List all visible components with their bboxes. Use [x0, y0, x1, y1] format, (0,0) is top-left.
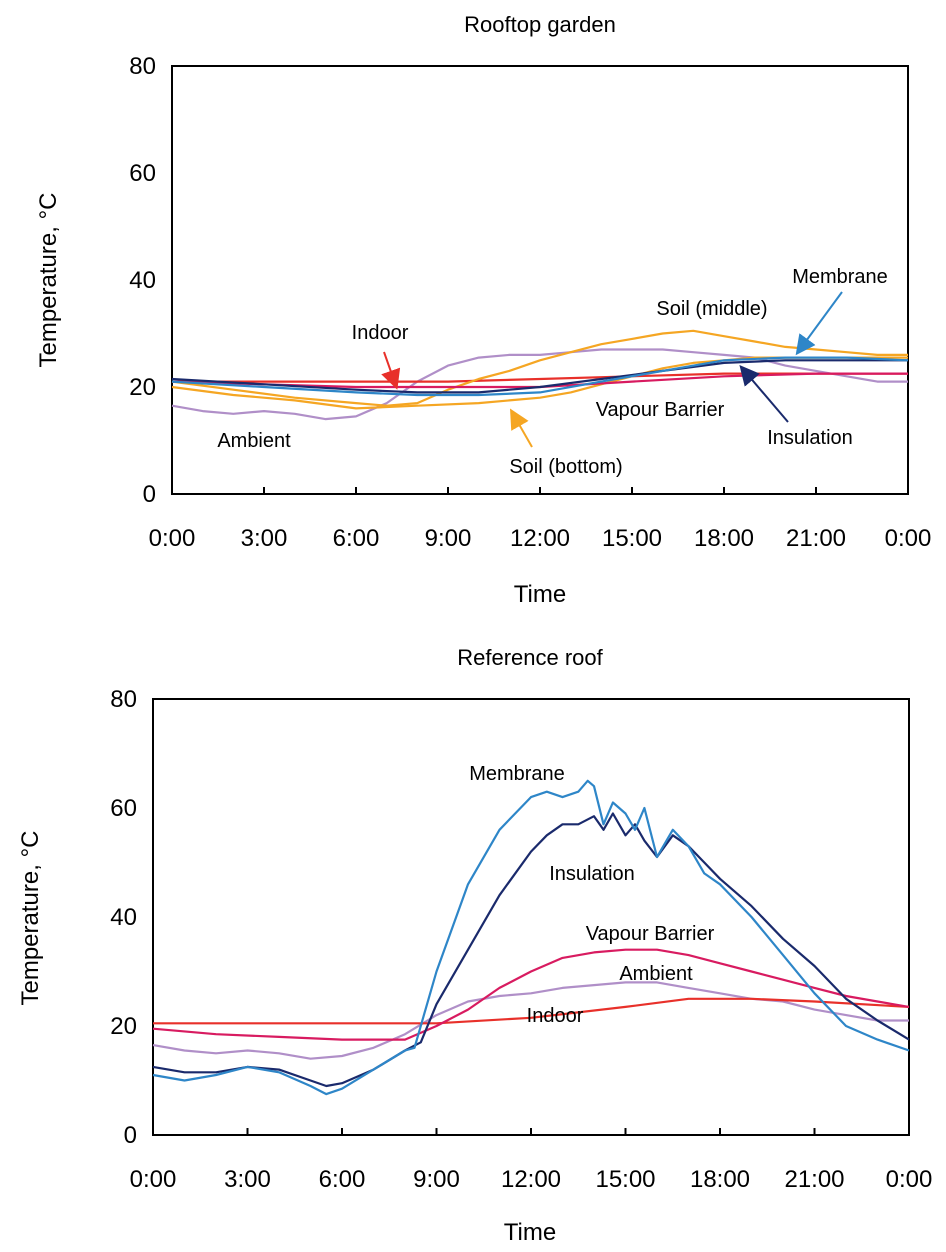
y-tick-label: 80 — [110, 686, 137, 713]
y-tick-label: 40 — [110, 904, 137, 931]
x-tick-label: 9:00 — [413, 1166, 460, 1193]
y-tick-label: 20 — [110, 1013, 137, 1040]
arrow-soil-bottom — [510, 408, 533, 448]
y-axis-label: Temperature, °C — [35, 193, 62, 368]
x-tick-label: 3:00 — [224, 1166, 271, 1193]
x-tick-label: 15:00 — [602, 525, 662, 552]
x-tick-label: 21:00 — [784, 1166, 844, 1193]
x-tick-label: 3:00 — [241, 525, 288, 552]
y-axis-label: Temperature, °C — [17, 831, 44, 1006]
x-tick-label: 9:00 — [425, 525, 472, 552]
annotation-vapour-barrier: Vapour Barrier — [586, 923, 715, 945]
series-line-membrane — [171, 356, 909, 397]
series-line-vapour-barrier — [152, 948, 910, 1041]
x-tick-label: 0:00 — [886, 1166, 933, 1193]
series-line-insulation — [152, 812, 910, 1088]
annotation-membrane: Membrane — [792, 266, 888, 288]
x-tick-label: 0:00 — [149, 525, 196, 552]
series-line-ambient — [152, 981, 909, 1060]
x-tick-marks — [246, 1128, 816, 1135]
x-tick-label: 6:00 — [333, 525, 380, 552]
y-tick-label: 40 — [129, 267, 156, 294]
x-tick-labels: 0:00 3:00 6:00 9:00 12:00 15:00 18:00 21:00 0:00 — [130, 1166, 933, 1193]
y-tick-label: 20 — [129, 374, 156, 401]
x-tick-label: 18:00 — [694, 525, 754, 552]
y-tick-label: 60 — [110, 795, 137, 822]
x-tick-label: 21:00 — [786, 525, 846, 552]
arrow-indoor — [381, 351, 401, 390]
annotation-indoor: Indoor — [352, 322, 409, 344]
chart-rooftop-garden: Rooftop garden Temperature, °C Time 0 20 4… — [35, 12, 931, 608]
annotation-ambient: Ambient — [217, 430, 291, 452]
x-tick-label: 15:00 — [595, 1166, 655, 1193]
x-tick-label: 6:00 — [319, 1166, 366, 1193]
x-axis-label: Time — [514, 581, 566, 608]
arrow-membrane — [795, 291, 843, 356]
series-line-soil-bottom — [171, 356, 908, 410]
chart-reference-roof: Reference roof Temperature, °C Time 0 20 4… — [17, 645, 932, 1246]
x-tick-label: 12:00 — [501, 1166, 561, 1193]
series-lines — [152, 779, 910, 1096]
x-tick-label: 12:00 — [510, 525, 570, 552]
annotation-membrane: Membrane — [469, 763, 565, 785]
x-axis-label: Time — [504, 1219, 556, 1246]
annotation-soil-bottom: Soil (bottom) — [509, 456, 622, 478]
y-tick-label: 0 — [143, 481, 156, 508]
annotation-indoor: Indoor — [527, 1005, 584, 1027]
y-tick-labels: 0 20 40 60 80 — [110, 686, 137, 1149]
x-tick-label: 0:00 — [130, 1166, 177, 1193]
y-tick-label: 0 — [124, 1122, 137, 1149]
series-line-ambient — [171, 348, 908, 421]
chart-title: Reference roof — [457, 645, 603, 670]
series-line-membrane — [152, 779, 910, 1096]
y-tick-label: 80 — [129, 53, 156, 80]
x-tick-labels: 0:00 3:00 6:00 9:00 12:00 15:00 18:00 21:00 0:00 — [149, 525, 932, 552]
series-lines — [171, 329, 909, 421]
series-line-insulation — [171, 359, 908, 394]
x-tick-label: 0:00 — [885, 525, 932, 552]
annotation-soil-middle: Soil (middle) — [656, 298, 767, 320]
annotation-insulation: Insulation — [549, 863, 635, 885]
annotation-vapour-barrier: Vapour Barrier — [596, 399, 725, 421]
annotation-insulation: Insulation — [767, 427, 853, 449]
arrow-insulation — [739, 364, 789, 423]
y-tick-labels: 0 20 40 60 80 — [129, 53, 156, 508]
x-tick-marks — [263, 487, 817, 494]
x-tick-label: 18:00 — [690, 1166, 750, 1193]
chart-title: Rooftop garden — [464, 12, 616, 37]
series-line-indoor — [153, 997, 910, 1025]
y-tick-label: 60 — [129, 160, 156, 187]
annotation-ambient: Ambient — [619, 963, 693, 985]
